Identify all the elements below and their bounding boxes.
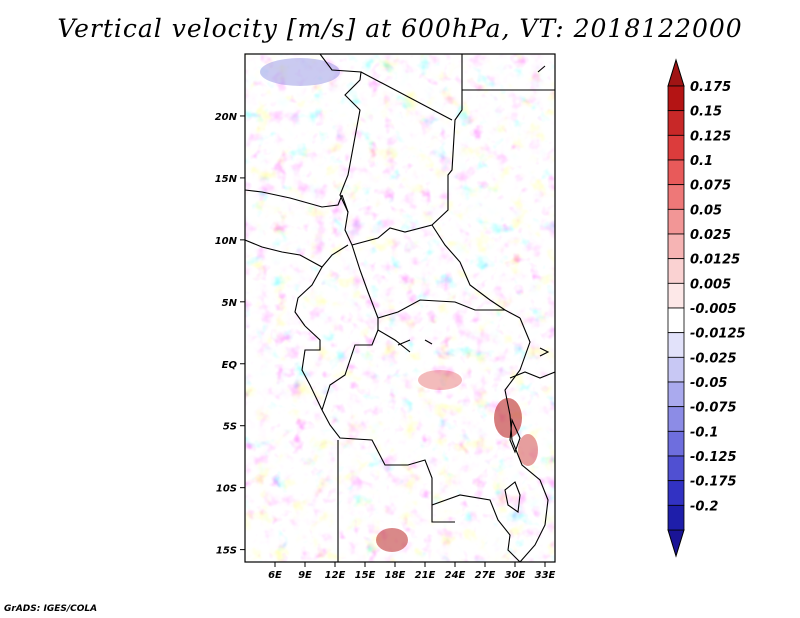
lon-tick-label: 24E	[445, 570, 466, 581]
velocity-field	[245, 54, 555, 562]
colorbar-swatch	[667, 110, 685, 136]
colorbar-swatch	[667, 233, 685, 260]
lat-tick-label: 15S	[216, 546, 237, 557]
colorbar-swatch	[667, 159, 685, 186]
colorbar-label: 0.05	[690, 203, 722, 218]
colorbar-swatch	[667, 85, 685, 112]
colorbar-label: 0.15	[690, 105, 722, 120]
lon-tick-label: 21E	[415, 570, 436, 581]
colorbar-swatch	[667, 480, 685, 506]
country-borders	[245, 54, 555, 562]
colorbar-swatch	[667, 455, 685, 482]
colorbar-label: 0.0125	[690, 253, 740, 268]
colorbar-label: -0.2	[690, 499, 718, 514]
colorbar-top-arrow	[667, 58, 685, 87]
colorbar-swatch	[667, 356, 685, 383]
lon-tick-label: 12E	[325, 570, 346, 581]
lon-tick-label: 33E	[535, 570, 556, 581]
colorbar-label: -0.125	[690, 450, 737, 465]
colorbar-label: -0.1	[690, 425, 718, 440]
lon-tick-label: 6E	[268, 570, 282, 581]
lat-tick-label: 10S	[216, 484, 237, 495]
colorbar-label: -0.075	[690, 401, 737, 416]
colorbar-label: -0.005	[690, 302, 737, 317]
lat-tick-label: 5N	[222, 298, 238, 309]
colorbar-swatch	[667, 332, 685, 358]
colorbar-bottom-arrow	[667, 529, 685, 558]
colorbar: 0.175 0.15 0.125 0.1 0.075 0.05 0.025 0.0125 0.0…	[667, 58, 746, 558]
credit-label: GrADS: IGES/COLA	[4, 604, 98, 614]
colorbar-swatch	[667, 406, 685, 432]
colorbar-swatch	[667, 282, 685, 309]
colorbar-label: 0.125	[690, 129, 731, 144]
colorbar-label: -0.175	[690, 475, 737, 490]
colorbar-swatch	[667, 208, 685, 235]
lat-tick-label: 10N	[215, 236, 238, 247]
colorbar-swatch	[667, 430, 685, 457]
lat-tick-label: 20N	[215, 112, 238, 123]
colorbar-swatch	[667, 184, 685, 210]
colorbar-label: 0.1	[690, 154, 713, 169]
map-title: Vertical velocity [m/s] at 600hPa, VT: 2…	[57, 14, 743, 43]
colorbar-label: 0.175	[690, 80, 731, 95]
lon-tick-label: 27E	[475, 570, 496, 581]
colorbar-label: -0.0125	[690, 327, 746, 342]
colorbar-label: -0.025	[690, 351, 737, 366]
colorbar-label: 0.005	[690, 277, 731, 292]
map-frame	[244, 53, 556, 563]
colorbar-swatch	[667, 258, 685, 284]
lat-tick-label: 5S	[223, 422, 237, 433]
colorbar-label: 0.025	[690, 228, 731, 243]
lat-tick-label: EQ	[222, 360, 238, 371]
colorbar-swatch	[667, 381, 685, 408]
lon-tick-label: 15E	[355, 570, 376, 581]
colorbar-swatch	[667, 504, 685, 531]
lon-tick-label: 30E	[505, 570, 526, 581]
lon-tick-label: 18E	[385, 570, 406, 581]
map-axes: 20N 15N 10N 5N EQ 5S 10S 15S 6E 9E 12E 15E 18E 21E 24E…	[215, 112, 556, 581]
lat-tick-label: 15N	[215, 174, 238, 185]
colorbar-label: -0.05	[690, 376, 727, 391]
colorbar-swatch	[667, 134, 685, 161]
colorbar-label: 0.075	[690, 179, 731, 194]
lon-tick-label: 9E	[298, 570, 312, 581]
colorbar-swatch	[667, 307, 685, 334]
